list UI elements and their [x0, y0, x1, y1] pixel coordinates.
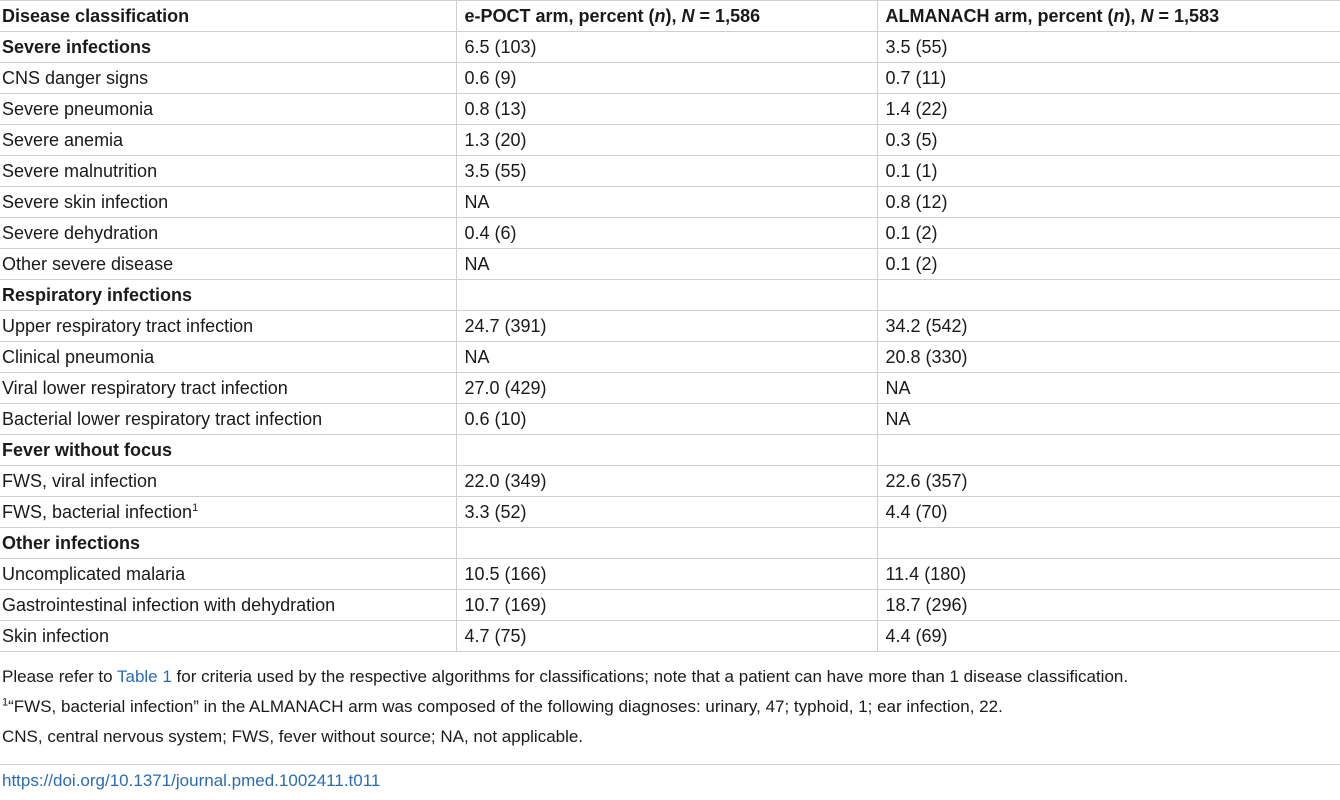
cell-almanach: 1.4 (22) [876, 93, 1340, 125]
header-epoct-arm: e-POCT arm, percent (n), N = 1,586 [455, 0, 877, 32]
cell-epoct: NA [455, 186, 877, 218]
doi-link[interactable]: https://doi.org/10.1371/journal.pmed.100… [2, 771, 381, 790]
cell-almanach: 34.2 (542) [876, 310, 1340, 342]
cell-epoct: 22.0 (349) [455, 465, 877, 497]
cell-epoct: NA [455, 341, 877, 373]
cell-epoct: 10.5 (166) [455, 558, 877, 590]
table-row: FWS, bacterial infection1 3.3 (52) 4.4 (70… [0, 496, 1340, 528]
table-row: Respiratory infections [0, 279, 1340, 311]
table-row: Viral lower respiratory tract infection 2… [0, 372, 1340, 404]
cell-disease-classification: Severe infections [0, 31, 456, 63]
cell-disease-classification: Gastrointestinal infection with dehydrat… [0, 589, 456, 621]
table-row: Fever without focus [0, 434, 1340, 466]
cell-disease-classification: Other severe disease [0, 248, 456, 280]
cell-disease-classification: Clinical pneumonia [0, 341, 456, 373]
cell-epoct: 10.7 (169) [455, 589, 877, 621]
cell-disease-classification: Upper respiratory tract infection [0, 310, 456, 342]
cell-disease-classification: Bacterial lower respiratory tract infect… [0, 403, 456, 435]
table-row: Severe skin infection NA 0.8 (12) [0, 186, 1340, 218]
cell-epoct: 0.4 (6) [455, 217, 877, 249]
cell-disease-classification: CNS danger signs [0, 62, 456, 94]
cell-almanach: 22.6 (357) [876, 465, 1340, 497]
cell-disease-classification: Skin infection [0, 620, 456, 652]
cell-disease-classification: Severe skin infection [0, 186, 456, 218]
table-row: CNS danger signs 0.6 (9) 0.7 (11) [0, 62, 1340, 94]
table-row: Severe dehydration 0.4 (6) 0.1 (2) [0, 217, 1340, 249]
cell-almanach [876, 279, 1340, 311]
table-footnotes: Please refer to Table 1 for criteria use… [0, 662, 1340, 752]
cell-disease-classification: Severe dehydration [0, 217, 456, 249]
cell-almanach: 0.7 (11) [876, 62, 1340, 94]
cell-epoct: 0.6 (10) [455, 403, 877, 435]
table-header-row: Disease classification e-POCT arm, perce… [0, 0, 1340, 32]
footnote-abbreviations: CNS, central nervous system; FWS, fever … [2, 727, 584, 746]
table-row: FWS, viral infection 22.0 (349) 22.6 (357) [0, 465, 1340, 497]
cell-almanach: NA [876, 403, 1340, 435]
cell-almanach: 18.7 (296) [876, 589, 1340, 621]
table-row: Other infections [0, 527, 1340, 559]
cell-disease-classification: Uncomplicated malaria [0, 558, 456, 590]
cell-almanach: 4.4 (70) [876, 496, 1340, 528]
cell-epoct [455, 527, 877, 559]
cell-disease-classification: Severe pneumonia [0, 93, 456, 125]
cell-epoct: 0.6 (9) [455, 62, 877, 94]
table-1-link[interactable]: Table 1 [116, 667, 172, 686]
cell-epoct: 1.3 (20) [455, 124, 877, 156]
header-almanach-arm: ALMANACH arm, percent (n), N = 1,583 [876, 0, 1340, 32]
cell-almanach: 11.4 (180) [876, 558, 1340, 590]
cell-disease-classification: FWS, bacterial infection1 [0, 496, 456, 528]
table-row: Gastrointestinal infection with dehydrat… [0, 589, 1340, 621]
cell-epoct [455, 434, 877, 466]
table-row: Severe infections 6.5 (103) 3.5 (55) [0, 31, 1340, 63]
cell-disease-classification: Severe anemia [0, 124, 456, 156]
cell-epoct [455, 279, 877, 311]
table-row: Severe malnutrition 3.5 (55) 0.1 (1) [0, 155, 1340, 187]
footnote-1: 1“FWS, bacterial infection” in the ALMAN… [2, 696, 1003, 716]
cell-almanach: 0.3 (5) [876, 124, 1340, 156]
table-row: Other severe disease NA 0.1 (2) [0, 248, 1340, 280]
cell-disease-classification: Severe malnutrition [0, 155, 456, 187]
cell-disease-classification: Respiratory infections [0, 279, 456, 311]
table-row: Severe anemia 1.3 (20) 0.3 (5) [0, 124, 1340, 156]
table-row: Skin infection 4.7 (75) 4.4 (69) [0, 620, 1340, 652]
table-row: Bacterial lower respiratory tract infect… [0, 403, 1340, 435]
cell-almanach: NA [876, 372, 1340, 404]
cell-almanach: 0.1 (2) [876, 217, 1340, 249]
cell-epoct: 4.7 (75) [455, 620, 877, 652]
cell-epoct: 24.7 (391) [455, 310, 877, 342]
cell-epoct: 3.5 (55) [455, 155, 877, 187]
cell-epoct: 0.8 (13) [455, 93, 877, 125]
cell-almanach: 0.8 (12) [876, 186, 1340, 218]
table-row: Upper respiratory tract infection 24.7 (3… [0, 310, 1340, 342]
cell-almanach [876, 434, 1340, 466]
cell-almanach: 3.5 (55) [876, 31, 1340, 63]
cell-disease-classification: Viral lower respiratory tract infection [0, 372, 456, 404]
table-row: Severe pneumonia 0.8 (13) 1.4 (22) [0, 93, 1340, 125]
cell-epoct: 6.5 (103) [455, 31, 877, 63]
cell-almanach: 0.1 (2) [876, 248, 1340, 280]
cell-disease-classification: Other infections [0, 527, 456, 559]
table-row: Uncomplicated malaria 10.5 (166) 11.4 (180… [0, 558, 1340, 590]
cell-epoct: 3.3 (52) [455, 496, 877, 528]
cell-disease-classification: Fever without focus [0, 434, 456, 466]
disease-classification-table: Disease classification e-POCT arm, perce… [0, 0, 1340, 652]
cell-almanach [876, 527, 1340, 559]
cell-disease-classification: FWS, viral infection [0, 465, 456, 497]
cell-almanach: 20.8 (330) [876, 341, 1340, 373]
header-disease-classification: Disease classification [0, 0, 456, 32]
doi-section: https://doi.org/10.1371/journal.pmed.100… [0, 764, 1340, 791]
table-row: Clinical pneumonia NA 20.8 (330) [0, 341, 1340, 373]
footnote-general: Please refer to Table 1 for criteria use… [2, 667, 1129, 686]
cell-epoct: NA [455, 248, 877, 280]
cell-epoct: 27.0 (429) [455, 372, 877, 404]
cell-almanach: 4.4 (69) [876, 620, 1340, 652]
cell-almanach: 0.1 (1) [876, 155, 1340, 187]
